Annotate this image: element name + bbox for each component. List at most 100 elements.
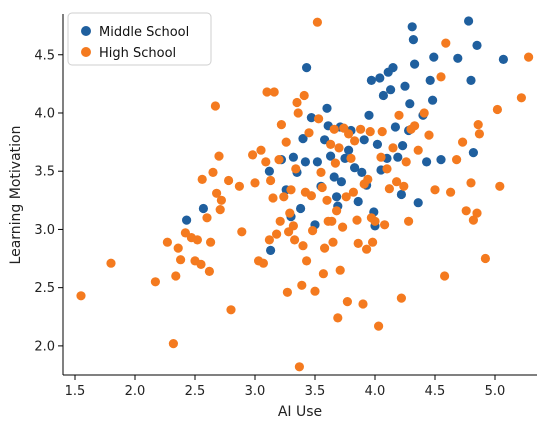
point-high-school	[380, 220, 390, 230]
point-high-school	[344, 129, 354, 139]
point-high-school	[341, 192, 351, 202]
point-high-school	[346, 153, 356, 163]
point-middle-school	[366, 75, 376, 85]
point-high-school	[291, 164, 301, 174]
point-high-school	[480, 253, 490, 264]
point-high-school	[216, 195, 226, 205]
point-high-school	[176, 255, 186, 265]
point-high-school	[268, 193, 278, 203]
point-middle-school	[344, 145, 354, 155]
x-tick-label: 5.0	[485, 384, 506, 399]
legend-box	[67, 12, 212, 66]
point-high-school	[306, 191, 316, 201]
point-middle-school	[300, 157, 310, 167]
point-high-school	[261, 157, 271, 167]
legend-marker-middle-school	[81, 26, 91, 36]
point-high-school	[441, 38, 451, 48]
point-middle-school	[198, 203, 208, 214]
point-middle-school	[472, 40, 482, 51]
point-high-school	[352, 215, 362, 225]
point-high-school	[401, 157, 411, 167]
point-high-school	[317, 182, 327, 193]
point-high-school	[362, 244, 372, 254]
point-high-school	[461, 206, 471, 216]
y-tick-label: 3.0	[34, 223, 55, 238]
point-high-school	[452, 155, 462, 165]
point-middle-school	[466, 75, 476, 85]
point-high-school	[365, 127, 375, 137]
point-high-school	[335, 265, 345, 275]
point-middle-school	[332, 192, 342, 202]
x-tick-label: 2.5	[185, 384, 206, 399]
point-high-school	[168, 339, 178, 349]
point-high-school	[516, 93, 527, 103]
point-high-school	[377, 127, 387, 137]
point-high-school	[329, 124, 339, 134]
point-high-school	[424, 130, 434, 140]
point-high-school	[266, 175, 276, 186]
point-high-school	[350, 136, 360, 146]
point-high-school	[224, 175, 234, 186]
axes	[62, 14, 537, 376]
point-high-school	[171, 271, 181, 281]
x-tick-label: 4.0	[365, 384, 386, 399]
legend: Middle School High School	[67, 12, 212, 66]
point-high-school	[292, 97, 302, 108]
point-high-school	[410, 121, 420, 131]
point-high-school	[302, 256, 312, 266]
point-high-school	[269, 87, 279, 97]
y-tick-label: 4.5	[34, 48, 55, 63]
point-high-school	[334, 143, 344, 153]
point-middle-school	[396, 189, 406, 200]
point-high-school	[333, 313, 343, 323]
point-middle-school	[422, 157, 432, 167]
point-high-school	[279, 192, 289, 202]
point-middle-school	[359, 135, 369, 145]
point-high-school	[286, 185, 296, 195]
point-middle-school	[410, 59, 420, 69]
point-middle-school	[298, 134, 308, 144]
legend-marker-high-school	[81, 47, 91, 57]
point-high-school	[316, 167, 326, 177]
y-tick-label: 3.5	[34, 165, 55, 180]
legend-label-middle-school: Middle School	[99, 25, 189, 40]
point-high-school	[210, 101, 220, 111]
point-middle-school	[182, 215, 192, 225]
point-high-school	[330, 158, 340, 168]
point-high-school	[215, 205, 225, 215]
point-middle-school	[464, 16, 474, 26]
point-high-school	[162, 237, 172, 247]
point-high-school	[327, 216, 337, 226]
point-high-school	[404, 216, 414, 226]
point-high-school	[495, 181, 505, 191]
point-high-school	[150, 277, 160, 287]
x-axis-title: AI Use	[278, 404, 322, 420]
point-high-school	[353, 238, 363, 248]
point-middle-school	[498, 54, 508, 64]
point-high-school	[250, 178, 260, 188]
point-high-school	[197, 174, 207, 184]
point-high-school	[308, 226, 318, 236]
point-high-school	[299, 90, 309, 101]
point-high-school	[524, 52, 534, 62]
point-high-school	[388, 143, 398, 153]
point-middle-school	[266, 245, 276, 255]
point-high-school	[473, 120, 483, 130]
x-tick-label: 2.0	[125, 384, 146, 399]
point-high-school	[256, 145, 266, 155]
y-tick-label: 4.0	[34, 106, 55, 121]
point-high-school	[468, 215, 478, 225]
point-high-school	[436, 72, 446, 82]
point-middle-school	[312, 157, 322, 167]
point-high-school	[320, 243, 330, 253]
point-middle-school	[413, 198, 423, 208]
point-high-school	[419, 108, 429, 118]
point-high-school	[356, 124, 366, 134]
point-middle-school	[302, 63, 312, 73]
point-middle-school	[398, 141, 408, 151]
point-middle-school	[436, 155, 446, 165]
data-points	[76, 16, 534, 372]
x-ticks: 1.5 2.0 2.5 3.0 3.5 4.0 4.5 5.0	[65, 375, 506, 399]
point-high-school	[376, 152, 386, 162]
